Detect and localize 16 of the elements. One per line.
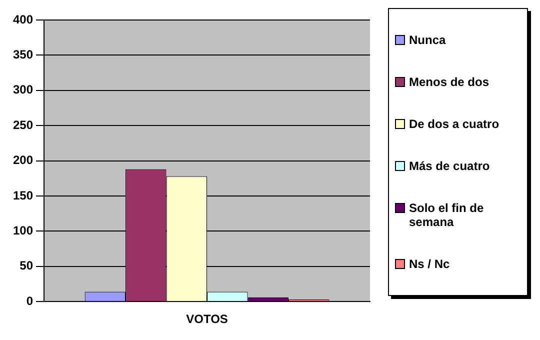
y-tick-label: 50 (20, 258, 34, 273)
y-tick-label: 150 (12, 188, 34, 202)
y-tick-label: 400 (12, 12, 34, 26)
legend-label: De dos a cuatro (409, 117, 500, 131)
legend-label: Solo el fin de semana (409, 201, 485, 229)
y-tick-label: 350 (12, 48, 34, 62)
x-tick-label: VOTOS (186, 312, 228, 326)
legend-label: Ns / Nc (409, 257, 450, 271)
legend-label: Más de cuatro (409, 159, 490, 173)
y-tick-label: 200 (12, 153, 34, 168)
y-tick-label: 250 (12, 118, 34, 132)
y-tick-label: 100 (12, 224, 34, 238)
y-tick-label: 300 (12, 82, 34, 97)
y-tick-label: 0 (26, 294, 34, 308)
legend-label: Menos de dos (409, 75, 490, 89)
legend-label: Nunca (409, 33, 446, 47)
